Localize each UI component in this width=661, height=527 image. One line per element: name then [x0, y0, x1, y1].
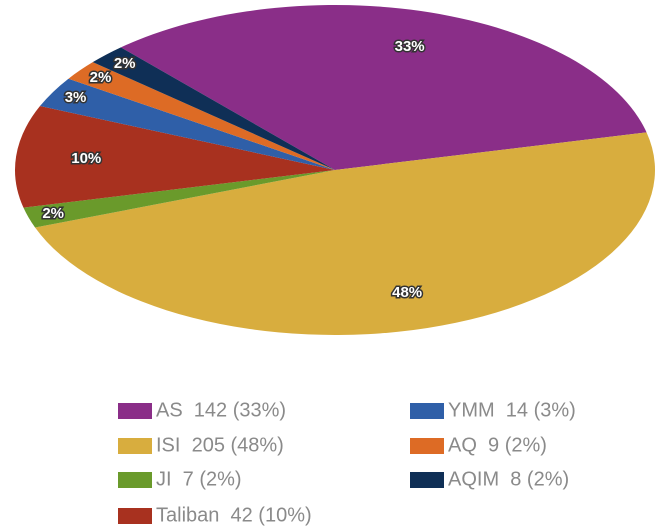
slice-label: 2% [42, 205, 64, 222]
pie-slice [120, 5, 647, 170]
pie-slice [40, 78, 336, 170]
slice-label: 10% [71, 150, 101, 167]
slice-label: 3% [65, 89, 87, 106]
legend-swatch [118, 472, 152, 488]
legend-label: JI 7 (2%) [156, 468, 242, 490]
slice-label: 48% [392, 284, 422, 301]
legend-swatch [118, 508, 152, 524]
legend-swatch [410, 403, 444, 419]
legend-label: AS 142 (33%) [156, 399, 286, 421]
legend-swatch [410, 472, 444, 488]
slice-label: 2% [90, 69, 112, 86]
legend-label: AQ 9 (2%) [448, 434, 547, 456]
legend-swatch [118, 403, 152, 419]
legend-label: AQIM 8 (2%) [448, 468, 569, 490]
legend-swatch [118, 438, 152, 454]
pie-slice [14, 106, 335, 208]
slice-label: 2% [114, 55, 136, 72]
pie-slice [92, 47, 335, 170]
slice-label: 33% [395, 38, 425, 55]
legend-label: YMM 14 (3%) [448, 399, 576, 421]
pie-slice [23, 170, 336, 228]
pie-slice [35, 132, 655, 336]
legend-label: Taliban 42 (10%) [156, 504, 312, 526]
pie-slice [68, 62, 335, 170]
legend-swatch [410, 438, 444, 454]
legend-label: ISI 205 (48%) [156, 434, 284, 456]
